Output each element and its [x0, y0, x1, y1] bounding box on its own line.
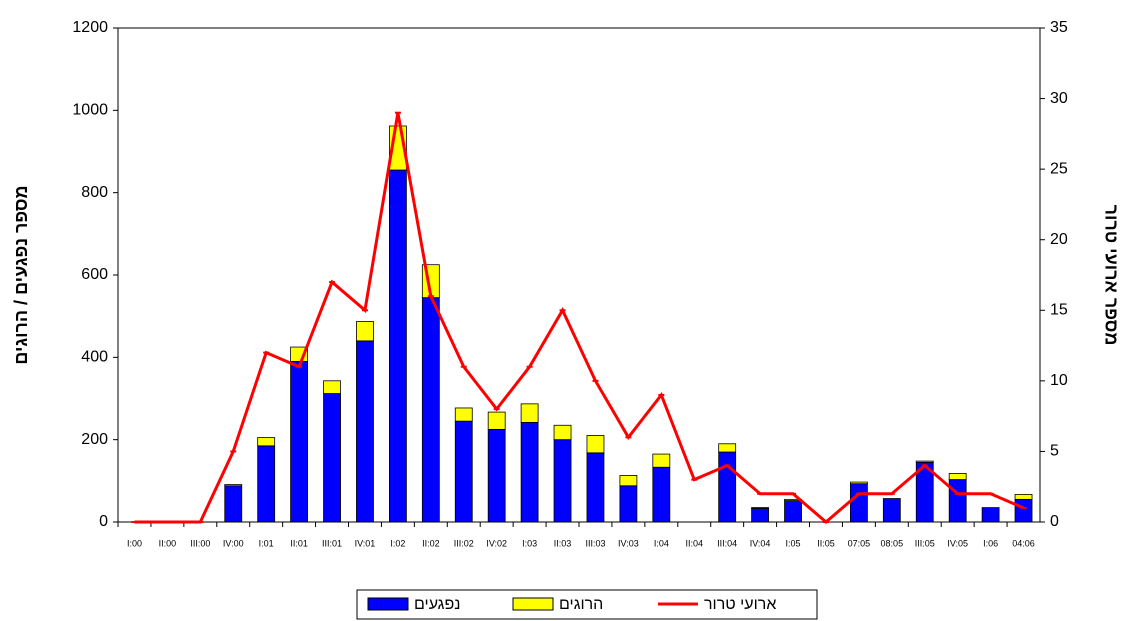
bar: [652, 453, 671, 468]
x-tick-label: I:02: [390, 538, 405, 548]
y2-tick-label: 35: [1050, 19, 1068, 36]
bar: [553, 424, 572, 441]
bar: [224, 485, 243, 523]
x-tick-label: III:02: [454, 538, 474, 548]
y2-tick-label: 15: [1050, 302, 1068, 319]
x-tick-label: III:03: [585, 538, 605, 548]
legend-label: נפגעים: [414, 596, 460, 613]
x-tick-label: II:04: [685, 538, 703, 548]
bar: [981, 507, 1000, 523]
bar: [356, 340, 374, 523]
bar: [356, 321, 374, 342]
x-tick-label: I:05: [786, 538, 801, 548]
y2-tick-label: 30: [1050, 90, 1068, 107]
bar: [586, 452, 605, 523]
x-tick-label: II:03: [554, 538, 572, 548]
line: [134, 112, 1025, 524]
bar: [421, 297, 440, 523]
x-tick-label: II:00: [159, 538, 177, 548]
bar: [520, 403, 539, 423]
bar: [257, 445, 276, 523]
bar: [652, 466, 671, 523]
x-tick-label: I:01: [259, 538, 274, 548]
bar: [882, 498, 901, 523]
bar: [1014, 498, 1033, 523]
bar: [454, 420, 473, 523]
bar: [849, 483, 868, 523]
x-tick-label: IV:02: [486, 538, 507, 548]
bar: [454, 407, 473, 422]
y2-tick-label: 0: [1050, 513, 1059, 530]
y2-tick-label: 10: [1050, 372, 1068, 389]
bar: [619, 485, 638, 523]
y2-tick-label: 20: [1050, 231, 1068, 248]
y-tick-label: 800: [81, 184, 108, 201]
bar: [1014, 494, 1033, 500]
y-tick-label: 1200: [72, 19, 108, 36]
legend-label: ארועי טרור: [704, 596, 776, 613]
y-tick-label: 400: [81, 349, 108, 366]
bar: [718, 451, 737, 523]
bar: [224, 484, 243, 487]
bar: [323, 393, 341, 523]
x-tick-label: 04:06: [1012, 538, 1035, 548]
x-tick-label: IV:03: [618, 538, 639, 548]
bar: [718, 443, 737, 453]
y-tick-label: 0: [99, 513, 108, 530]
bar: [619, 475, 638, 487]
x-tick-label: IV:01: [355, 538, 376, 548]
bar: [784, 500, 802, 523]
bar: [487, 428, 506, 523]
x-tick-label: III:04: [717, 538, 737, 548]
bar: [520, 421, 539, 523]
x-tick-label: IV:05: [947, 538, 968, 548]
legend-swatch: [367, 597, 409, 611]
x-tick-label: I:00: [127, 538, 142, 548]
y-axis-title: מספר נפגעים / הרוגים: [11, 185, 31, 364]
x-tick-label: III:00: [190, 538, 210, 548]
bar: [388, 169, 407, 523]
y-tick-label: 200: [81, 431, 108, 448]
legend: [356, 589, 818, 620]
legend-label: הרוגים: [559, 596, 603, 613]
bar: [290, 361, 309, 523]
x-tick-label: II:05: [817, 538, 835, 548]
bar: [751, 508, 770, 523]
y-tick-label: 1000: [72, 102, 108, 119]
y2-tick-label: 25: [1050, 160, 1068, 177]
x-tick-label: II:01: [290, 538, 308, 548]
bar: [257, 437, 276, 447]
x-tick-label: III:01: [322, 538, 342, 548]
bar: [751, 507, 770, 509]
x-tick-label: II:02: [422, 538, 440, 548]
x-tick-label: 07:05: [848, 538, 871, 548]
bar: [586, 435, 605, 454]
bar: [948, 473, 967, 480]
legend-swatch: [512, 597, 554, 611]
y-tick-label: 600: [81, 266, 108, 283]
bar: [948, 479, 967, 523]
bar: [487, 411, 506, 430]
x-tick-label: IV:00: [223, 538, 244, 548]
x-tick-label: IV:04: [750, 538, 771, 548]
bar: [323, 380, 341, 394]
bar: [553, 439, 572, 523]
y2-axis-title: מספר ארועי טרור: [1101, 205, 1121, 346]
plot-frame: [117, 27, 1041, 523]
bar: [849, 481, 868, 485]
x-tick-label: I:04: [654, 538, 669, 548]
x-tick-label: 08:05: [881, 538, 904, 548]
y2-tick-label: 5: [1050, 443, 1059, 460]
x-tick-label: I:03: [522, 538, 537, 548]
x-tick-label: III:05: [915, 538, 935, 548]
bar: [915, 460, 934, 463]
x-tick-label: I:06: [983, 538, 998, 548]
